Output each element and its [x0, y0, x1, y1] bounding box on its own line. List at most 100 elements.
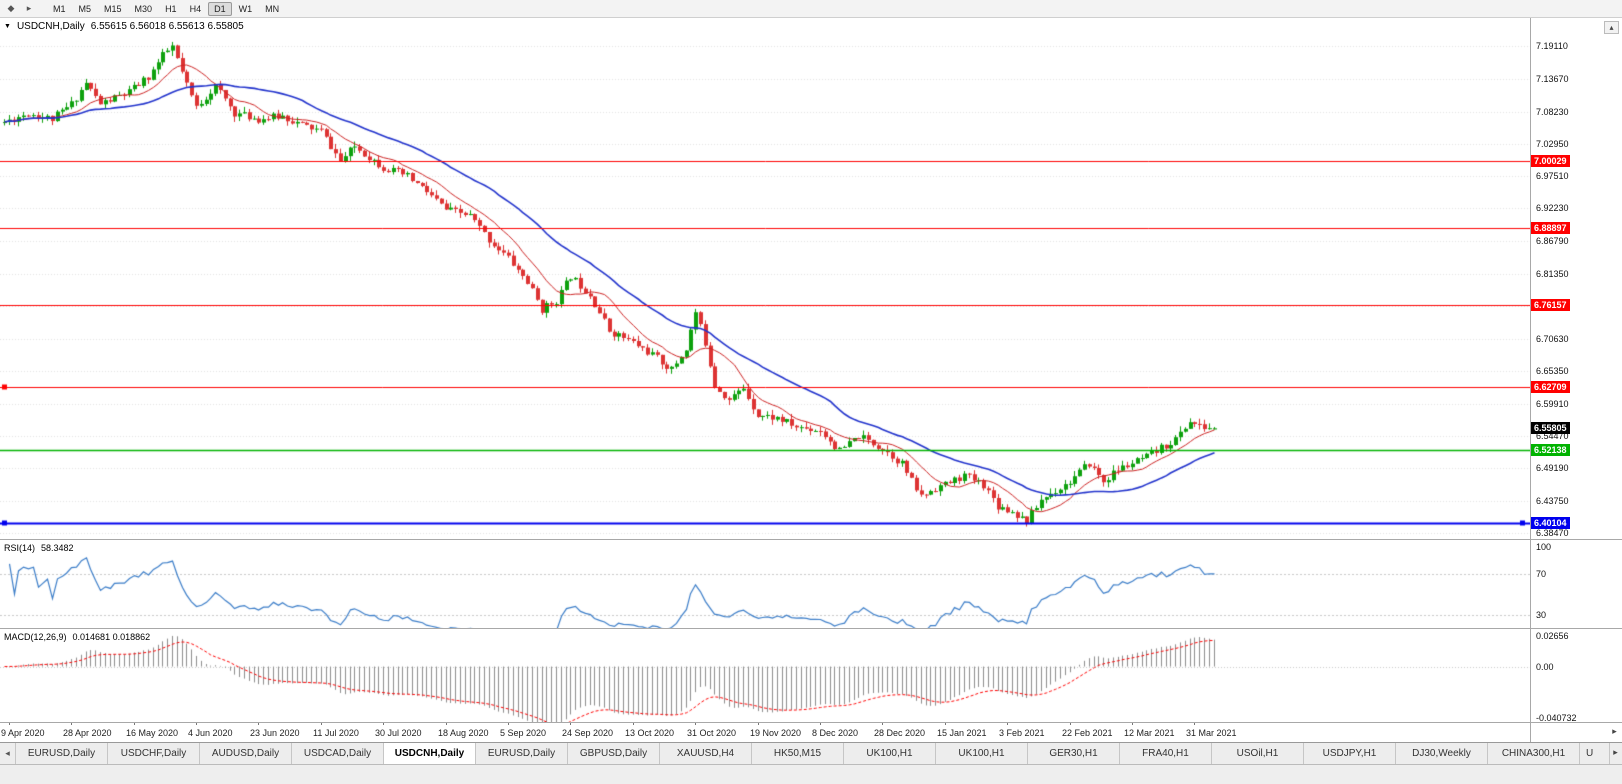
timeframe-buttons: M1 M5 M15 M30 H1 H4 D1 W1 MN [47, 1, 285, 16]
chart-tab-eurusd-daily[interactable]: EURUSD,Daily [16, 743, 108, 764]
timeframe-button-m5[interactable]: M5 [78, 3, 92, 14]
tab-scroll-right-button[interactable]: ▸ [1613, 747, 1618, 757]
chart-tab-usdjpy-h1[interactable]: USDJPY,H1 [1304, 743, 1396, 764]
chart-tab-eurusd-daily[interactable]: EURUSD,Daily [476, 743, 568, 764]
macd-axis-label: 0.02656 [1536, 631, 1569, 641]
chart-tab-usdcnh-daily[interactable]: USDCNH,Daily [384, 743, 476, 764]
timeframe-button-m30[interactable]: M30 [134, 3, 153, 14]
timeframe-button-d1[interactable]: D1 [208, 1, 232, 16]
chart-tab-u[interactable]: U [1580, 743, 1610, 764]
date-axis-tick [758, 722, 759, 725]
toolbar: ◆ ▸ M1 M5 M15 M30 H1 H4 D1 W1 MN [0, 0, 1622, 18]
timeframe-button-m15[interactable]: M15 [104, 3, 122, 14]
chart-tab-fra40-h1[interactable]: FRA40,H1 [1120, 743, 1212, 764]
chart-tab-dj30-weekly[interactable]: DJ30,Weekly [1396, 743, 1488, 764]
date-axis-tick [633, 722, 634, 725]
chart-tab-audusd-daily[interactable]: AUDUSD,Daily [200, 743, 292, 764]
chart-tab-china300-h1[interactable]: CHINA300,H1 [1488, 743, 1580, 764]
date-axis-label: 28 Dec 2020 [874, 728, 926, 738]
price-axis-tick: 6.97510 [1536, 171, 1569, 182]
date-axis-label: 19 Nov 2020 [750, 728, 802, 738]
price-level-tag: 6.62709 [1531, 380, 1570, 393]
chart-tab-gbpusd-daily[interactable]: GBPUSD,Daily [568, 743, 660, 764]
date-axis-tick [508, 722, 509, 725]
timeframe-button-h4[interactable]: H4 [189, 3, 202, 14]
date-axis-tick [134, 722, 135, 725]
chart-title: ▼ USDCNH,Daily 6.55615 6.56018 6.55613 6… [4, 21, 244, 32]
chart-ohlc-values: 6.55615 6.56018 6.55613 6.55805 [90, 21, 244, 32]
macd-axis-label: 0.00 [1536, 661, 1554, 672]
price-axis-tick: 6.49190 [1536, 463, 1569, 474]
panel-separator-rsi[interactable] [0, 539, 1622, 540]
timeframe-button-h1[interactable]: H1 [165, 3, 177, 14]
date-axis-tick [1132, 722, 1133, 725]
date-axis[interactable]: 9 Apr 2020 28 Apr 2020 16 May 2020 4 Jun 20… [0, 722, 1530, 742]
date-axis-label: 13 Oct 2020 [625, 728, 675, 738]
timeframes-dropdown-icon[interactable]: ▸ [26, 3, 32, 13]
date-axis-label: 11 Jul 2020 [313, 728, 359, 738]
timeframe-button-m1[interactable]: M1 [53, 3, 66, 14]
price-axis-tick: 6.81350 [1536, 269, 1569, 280]
date-axis-label: 31 Oct 2020 [687, 728, 737, 738]
date-axis-tick [446, 722, 447, 725]
rsi-axis-label: 30 [1536, 609, 1547, 620]
scrollbar-right-button[interactable]: ▸ [1612, 726, 1617, 736]
chart-tab-bar: ◂ EURUSD,Daily USDCHF,Daily AUDUSD,Daily USD… [0, 742, 1622, 764]
price-axis-tick: 6.43750 [1536, 496, 1569, 507]
chart-tab-usdchf-daily[interactable]: USDCHF,Daily [108, 743, 200, 764]
date-axis-label: 12 Mar 2021 [1124, 728, 1175, 738]
date-axis-tick [570, 722, 571, 725]
chart-tab-uk100-h1[interactable]: UK100,H1 [936, 743, 1028, 764]
rsi-indicator-canvas[interactable] [0, 540, 1531, 629]
date-axis-tick [383, 722, 384, 725]
date-axis-tick [695, 722, 696, 725]
scrollbar-up-button[interactable]: ▴ [1604, 21, 1619, 34]
price-axis-tick: 6.54470 [1536, 431, 1569, 442]
main-chart-canvas[interactable] [0, 18, 1531, 540]
current-price-tag: 6.55805 [1531, 422, 1570, 435]
macd-name: MACD(12,26,9) [4, 632, 67, 642]
date-axis-label: 24 Sep 2020 [562, 728, 614, 738]
date-axis-label: 31 Mar 2021 [1186, 728, 1237, 738]
rsi-value: 58.3482 [41, 543, 74, 553]
chart-tab-uk100-h1[interactable]: UK100,H1 [844, 743, 936, 764]
chart-tab-usdcad-daily[interactable]: USDCAD,Daily [292, 743, 384, 764]
date-axis-label: 15 Jan 2021 [937, 728, 987, 738]
chart-tab-hk50-m15[interactable]: HK50,M15 [752, 743, 844, 764]
price-axis[interactable] [1531, 18, 1622, 722]
timeframe-button-mn[interactable]: MN [265, 3, 280, 14]
price-axis-tick: 6.38470 [1536, 528, 1569, 538]
price-axis-tick: 6.59910 [1536, 398, 1569, 409]
price-axis-tick: 6.92230 [1536, 203, 1569, 214]
panel-separator-macd[interactable] [0, 628, 1622, 629]
chart-tab-xauusd-h4[interactable]: XAUUSD,H4 [660, 743, 752, 764]
timeframe-button-w1[interactable]: W1 [238, 3, 253, 14]
price-axis-tick: 6.65350 [1536, 365, 1569, 376]
status-bar [0, 764, 1622, 784]
rsi-axis-label: 100 [1536, 542, 1552, 552]
date-axis-tick [71, 722, 72, 725]
chart-tab-usoil-h1[interactable]: USOil,H1 [1212, 743, 1304, 764]
chart-tab-ger30-h1[interactable]: GER30,H1 [1028, 743, 1120, 764]
tab-scroll-left-button[interactable]: ◂ [0, 743, 16, 764]
chart-properties-icon[interactable]: ◆ [7, 3, 15, 13]
price-axis-tick: 7.13670 [1536, 73, 1569, 84]
date-axis-label: 23 Jun 2020 [250, 728, 300, 738]
rsi-name: RSI(14) [4, 543, 36, 553]
rsi-axis-label: 70 [1536, 569, 1547, 580]
date-axis-tick [820, 722, 821, 725]
macd-indicator-canvas[interactable] [0, 629, 1531, 722]
date-axis-label: 9 Apr 2020 [1, 728, 45, 738]
price-level-tag: 6.52138 [1531, 444, 1570, 457]
date-axis-label: 4 Jun 2020 [188, 728, 233, 738]
date-axis-label: 28 Apr 2020 [63, 728, 112, 738]
price-axis-tick: 7.02950 [1536, 138, 1569, 149]
one-click-trading-icon[interactable]: ▼ [4, 23, 11, 30]
date-axis-label: 22 Feb 2021 [1062, 728, 1113, 738]
price-axis-tick: 6.86790 [1536, 236, 1569, 247]
date-axis-tick [321, 722, 322, 725]
price-level-tag: 6.76157 [1531, 299, 1570, 312]
date-axis-label: 5 Sep 2020 [500, 728, 547, 738]
date-axis-tick [196, 722, 197, 725]
